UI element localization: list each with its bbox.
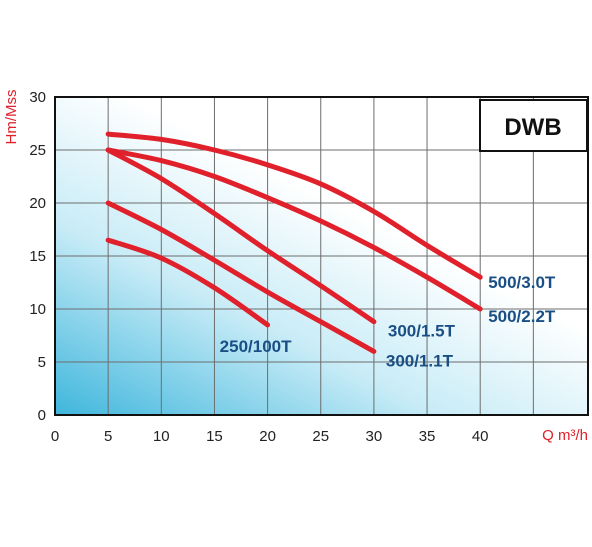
y-tick-label: 5 bbox=[38, 354, 46, 371]
series-curves bbox=[105, 131, 483, 354]
series-label: 300/1.5T bbox=[388, 322, 456, 341]
x-axis-title: Q m³/h bbox=[542, 427, 588, 444]
chart-title: DWB bbox=[504, 114, 561, 141]
x-tick-label: 25 bbox=[312, 428, 329, 445]
x-tick-label: 20 bbox=[259, 428, 276, 445]
plot-frame bbox=[54, 96, 589, 416]
series-curve bbox=[105, 131, 483, 280]
series-label: 300/1.1T bbox=[386, 351, 454, 370]
series-curve bbox=[105, 237, 271, 328]
series-curve bbox=[105, 147, 483, 312]
x-tick-label: 15 bbox=[206, 428, 223, 445]
y-axis-title: Hm/Mss bbox=[3, 90, 20, 145]
y-tick-label: 25 bbox=[29, 142, 46, 159]
x-tick-label: 30 bbox=[366, 428, 383, 445]
y-tick-label: 20 bbox=[29, 195, 46, 212]
series-labels: 500/3.0T 500/2.2T 300/1.5T 300/1.1T 250/100T bbox=[220, 273, 556, 370]
series-curve bbox=[105, 147, 377, 325]
x-tick-labels: 0 5 10 15 20 25 30 35 40 bbox=[51, 428, 489, 445]
y-tick-label: 30 bbox=[29, 89, 46, 106]
x-tick-label: 40 bbox=[472, 428, 489, 445]
y-tick-label: 10 bbox=[29, 301, 46, 318]
x-tick-label: 35 bbox=[419, 428, 436, 445]
title-box: DWB bbox=[479, 99, 588, 152]
x-tick-label: 10 bbox=[153, 428, 170, 445]
series-curve bbox=[105, 200, 377, 354]
y-tick-label: 15 bbox=[29, 248, 46, 265]
series-label: 500/2.2T bbox=[488, 307, 556, 326]
y-tick-labels: 0 5 10 15 20 25 30 bbox=[29, 89, 46, 424]
series-label: 500/3.0T bbox=[488, 273, 556, 292]
y-tick-label: 0 bbox=[38, 407, 46, 424]
series-label: 250/100T bbox=[220, 337, 292, 356]
x-tick-label: 5 bbox=[104, 428, 112, 445]
x-tick-label: 0 bbox=[51, 428, 59, 445]
